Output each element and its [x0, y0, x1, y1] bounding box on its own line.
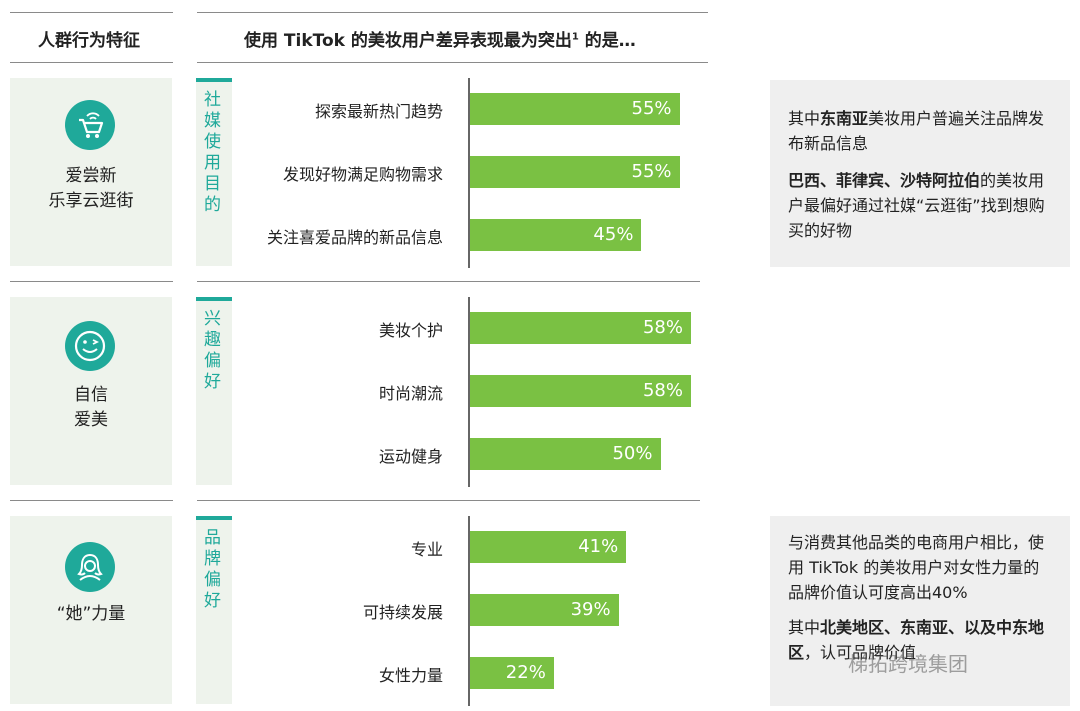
persona-card-3: “她”力量	[10, 516, 172, 704]
note-bottom-p1: 与消费其他品类的电商用户相比，使用 TikTok 的美妆用户对女性力量的品牌价值…	[788, 533, 1045, 602]
category-strip-1: 社媒使用目的	[196, 78, 232, 266]
woman-icon	[65, 542, 115, 592]
bar-value-label: 50%	[612, 443, 653, 464]
category-strip-3: 品牌偏好	[196, 516, 232, 704]
chart-header-suffix: 的是…	[578, 31, 636, 51]
bar-value-label: 41%	[578, 536, 619, 557]
chart-header: 使用 TikTok 的美妆用户差异表现最为突出1 的是…	[244, 26, 636, 51]
note-bold: 巴西、菲律宾、沙特阿拉伯	[788, 171, 981, 190]
bar-value-label: 58%	[642, 317, 683, 338]
chart-header-text: 使用 TikTok 的美妆用户差异表现最为突出	[244, 31, 572, 51]
category-label: 品牌偏好	[204, 528, 221, 611]
bar-category-label: 探索最新热门趋势	[314, 102, 443, 121]
bar-category-label: 美妆个护	[378, 321, 443, 340]
bar-value-label: 22%	[505, 662, 546, 683]
note-top-p1: 其中东南亚美妆用户普遍关注品牌发布新品信息	[788, 106, 1054, 156]
shopping-cart-wifi-icon	[65, 100, 115, 150]
persona-card-1: 爱尝新 乐享云逛街	[10, 78, 172, 266]
bar	[470, 156, 680, 188]
bar-value-label: 45%	[593, 224, 634, 245]
note-text: 的美妆用户最偏好通过社媒“云逛街”找到想购买的好物	[788, 171, 1045, 240]
note-panel-bottom: 与消费其他品类的电商用户相比，使用 TikTok 的美妆用户对女性力量的品牌价值…	[770, 516, 1070, 706]
bar-category-label: 女性力量	[378, 666, 443, 685]
bar-value-label: 55%	[631, 161, 672, 182]
wink-face-icon	[65, 321, 115, 371]
bar	[470, 375, 691, 407]
bar	[470, 438, 661, 470]
note-text: ，认可品牌价值	[804, 643, 917, 662]
axis-line-3	[468, 516, 470, 706]
bar-value-label: 55%	[631, 98, 672, 119]
note-top-p2: 巴西、菲律宾、沙特阿拉伯的美妆用户最偏好通过社媒“云逛街”找到想购买的好物	[788, 168, 1054, 243]
note-text: 美妆用户普遍关注品牌发布新品信息	[788, 109, 1045, 153]
bar-category-label: 关注喜爱品牌的新品信息	[266, 228, 443, 247]
bar-category-label: 可持续发展	[362, 603, 443, 622]
note-bold: 东南亚	[820, 109, 869, 128]
category-label: 兴趣偏好	[204, 309, 221, 392]
category-strip-2: 兴趣偏好	[196, 297, 232, 485]
axis-line-2	[468, 297, 470, 487]
bar	[470, 594, 619, 626]
note-bold: 北美地区、东南亚、以及中东地区	[788, 618, 1045, 662]
bar	[470, 531, 627, 563]
note-text: 其中	[788, 618, 821, 637]
note-text: 其中	[788, 109, 821, 128]
bar-category-label: 专业	[410, 540, 443, 559]
persona-card-2: 自信 爱美	[10, 297, 172, 485]
persona-label: 爱尝新 乐享云逛街	[48, 166, 134, 211]
bar	[470, 93, 680, 125]
persona-label: 自信 爱美	[74, 385, 108, 430]
bar-category-label: 运动健身	[378, 447, 443, 466]
footnote-marker: 1	[571, 31, 579, 43]
bar-value-label: 58%	[642, 380, 683, 401]
note-panel-top: 其中东南亚美妆用户普遍关注品牌发布新品信息 巴西、菲律宾、沙特阿拉伯的美妆用户最…	[770, 80, 1070, 267]
category-label: 社媒使用目的	[204, 90, 221, 215]
left-header: 人群行为特征	[38, 31, 140, 51]
note-bottom-p2: 其中北美地区、东南亚、以及中东地区，认可品牌价值	[788, 615, 1054, 665]
bar	[470, 219, 642, 251]
bar	[470, 657, 554, 689]
bar	[470, 312, 691, 344]
persona-label: “她”力量	[56, 604, 126, 624]
bar-category-label: 时尚潮流	[378, 384, 443, 403]
watermark: 梯拓跨境集团	[848, 652, 968, 676]
axis-line-1	[468, 78, 470, 268]
bar-value-label: 39%	[570, 599, 611, 620]
bar-category-label: 发现好物满足购物需求	[282, 165, 443, 184]
